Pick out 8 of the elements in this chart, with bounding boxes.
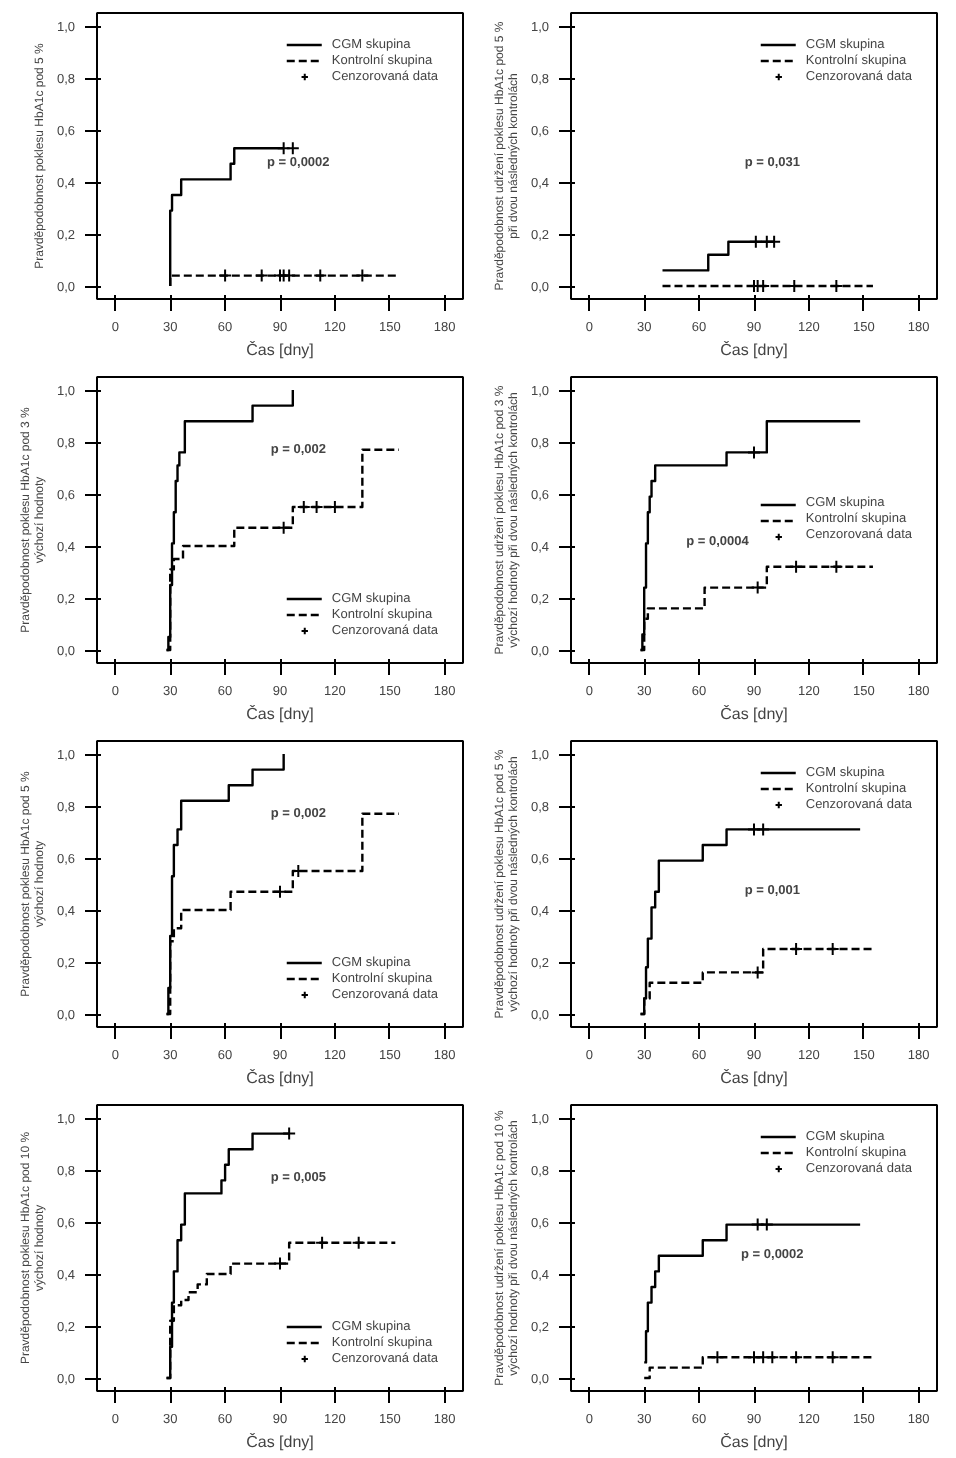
x-axis-title: Čas [dny] [720,341,788,359]
x-axis-title: Čas [dny] [246,1069,314,1087]
x-axis-title: Čas [dny] [720,1433,788,1451]
x-axis-title: Čas [dny] [246,705,314,723]
x-axis-title: Čas [dny] [246,1433,314,1451]
x-axis-title: Čas [dny] [720,705,788,723]
x-axis-title: Čas [dny] [246,341,314,359]
x-axis-title: Čas [dny] [720,1069,788,1087]
